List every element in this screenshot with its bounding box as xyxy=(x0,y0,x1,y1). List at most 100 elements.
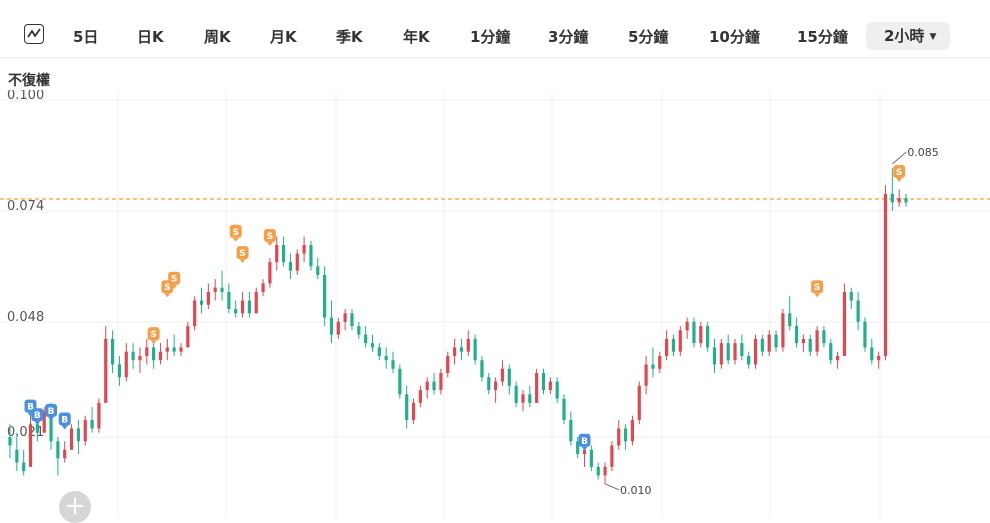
buy-marker-icon[interactable]: B xyxy=(45,403,58,421)
candle-body xyxy=(856,300,860,322)
candle-body xyxy=(740,343,744,356)
period-toolbar: 5日 日K 周K 月K 季K 年K 1分鐘 3分鐘 5分鐘 10分鐘 15分鐘 … xyxy=(0,14,990,58)
add-indicator-button[interactable]: + xyxy=(59,491,91,523)
chart-type-icon[interactable] xyxy=(24,24,44,44)
candle-body xyxy=(897,198,901,203)
svg-text:S: S xyxy=(814,283,820,293)
tab-3-minute[interactable]: 3分鐘 xyxy=(548,28,589,46)
candle-body xyxy=(117,364,122,378)
candle-body xyxy=(623,428,628,442)
candle-body xyxy=(794,326,799,344)
candle-body xyxy=(104,338,108,403)
candle-body xyxy=(829,343,833,361)
sell-marker-icon[interactable]: S xyxy=(229,224,242,242)
candle-body xyxy=(336,321,340,335)
value-label-leader xyxy=(604,483,620,491)
candle-body xyxy=(193,300,197,327)
candle-body xyxy=(425,381,429,391)
tab-10-minute[interactable]: 10分鐘 xyxy=(709,28,760,46)
candle-body xyxy=(364,334,368,344)
y-tick-label: 0.100 xyxy=(7,90,44,103)
candle-body xyxy=(658,355,662,369)
candle-body xyxy=(883,193,888,356)
candle-body xyxy=(712,347,717,365)
candle-body xyxy=(452,347,457,356)
svg-text:S: S xyxy=(239,249,245,259)
candle-body xyxy=(671,338,676,352)
tab-1-minute[interactable]: 1分鐘 xyxy=(470,28,511,46)
sell-marker-icon[interactable]: S xyxy=(236,246,249,264)
candle-body xyxy=(637,385,641,420)
candle-body xyxy=(870,347,874,361)
sell-marker-icon[interactable]: S xyxy=(168,271,181,289)
adjustment-label[interactable]: 不復權 xyxy=(8,73,50,89)
candle-body xyxy=(767,334,771,352)
sell-marker-icon[interactable]: S xyxy=(893,165,906,183)
candle-body xyxy=(357,326,361,335)
candle-body xyxy=(548,381,552,391)
candle-body xyxy=(849,291,853,301)
candle-body xyxy=(275,245,279,263)
tab-month-k[interactable]: 月K xyxy=(270,28,297,46)
candle-body xyxy=(405,394,409,420)
candle-body xyxy=(165,347,169,352)
buy-marker-icon[interactable]: B xyxy=(578,433,591,451)
candle-body xyxy=(446,355,450,374)
candle-body xyxy=(254,291,258,314)
tab-2-hour-label: 2小時 xyxy=(884,27,925,45)
candle-body xyxy=(890,193,894,203)
candle-body xyxy=(822,330,826,344)
tab-2-hour[interactable]: 2小時 ▼ xyxy=(866,22,951,50)
tab-15-minute[interactable]: 15分鐘 xyxy=(797,28,848,46)
candle-body xyxy=(480,360,484,378)
buy-marker-icon[interactable]: B xyxy=(31,408,44,426)
candle-body xyxy=(268,262,272,284)
candle-body xyxy=(617,428,621,446)
candle-body xyxy=(213,287,217,292)
candle-body xyxy=(500,368,505,382)
candle-body xyxy=(589,449,593,467)
svg-text:S: S xyxy=(164,283,170,293)
svg-text:B: B xyxy=(48,407,55,417)
candle-body xyxy=(15,449,19,463)
candle-body xyxy=(507,368,511,386)
candle-body xyxy=(8,437,12,446)
tab-quarter-k[interactable]: 季K xyxy=(336,28,363,46)
svg-text:B: B xyxy=(61,415,68,425)
candle-body xyxy=(808,338,812,352)
candle-body xyxy=(42,411,46,433)
candle-body xyxy=(288,262,293,271)
candle-body xyxy=(788,313,792,327)
tab-year-k[interactable]: 年K xyxy=(403,28,430,46)
candle-body xyxy=(411,402,416,420)
candle-body xyxy=(459,347,464,352)
candle-body xyxy=(131,351,135,361)
y-tick-label: 0.021 xyxy=(7,425,44,440)
candle-body xyxy=(753,338,758,365)
line-chart-icon xyxy=(27,28,41,38)
svg-text:B: B xyxy=(581,437,588,447)
sell-marker-icon[interactable]: S xyxy=(811,280,824,298)
candle-body xyxy=(439,373,443,391)
buy-marker-icon[interactable]: B xyxy=(58,412,71,430)
candle-body xyxy=(206,291,210,305)
candle-body xyxy=(309,245,313,267)
tab-5-minute[interactable]: 5分鐘 xyxy=(628,28,669,46)
tab-day-k[interactable]: 日K xyxy=(137,28,164,46)
tab-week-k[interactable]: 周K xyxy=(204,28,231,46)
candle-body xyxy=(487,377,491,391)
candle-body xyxy=(466,338,470,352)
candle-body xyxy=(719,343,723,365)
tab-5-day[interactable]: 5日 xyxy=(73,28,99,46)
candle-body xyxy=(329,317,334,335)
candle-body xyxy=(227,291,231,310)
candle-body xyxy=(302,245,306,254)
candle-body xyxy=(706,326,710,348)
sell-marker-icon[interactable]: S xyxy=(147,327,160,345)
sell-marker-icon[interactable]: S xyxy=(263,229,276,247)
candle-body xyxy=(110,338,115,365)
candle-body xyxy=(240,300,245,314)
candle-body xyxy=(370,343,375,348)
candle-body xyxy=(28,424,33,467)
